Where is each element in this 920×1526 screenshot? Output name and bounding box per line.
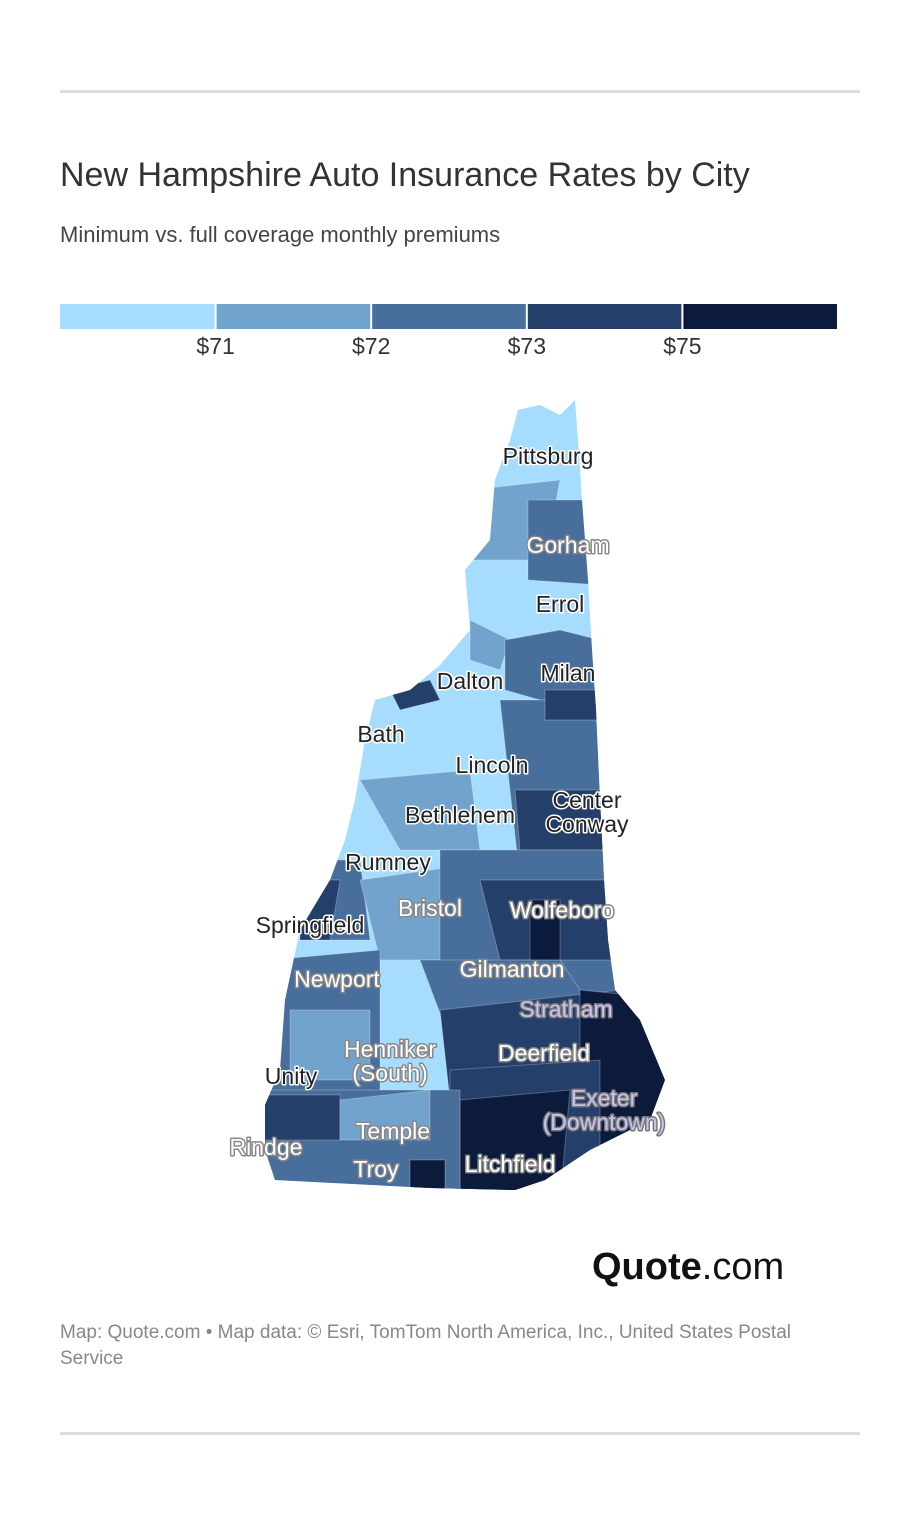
city-label: Bath [357,721,404,747]
city-label: Unity [265,1063,318,1089]
city-label: Gilmanton [460,956,565,982]
legend-label: $71 [196,333,234,359]
city-label: Conway [545,811,629,837]
legend-swatch [216,304,371,329]
legend-label: $73 [508,333,546,359]
legend: $71 $72 $73 $75 [60,304,837,359]
city-label: Errol [536,591,585,617]
footer: Map: Quote.com • Map data: © Esri, TomTo… [60,1322,791,1369]
region [339,1089,431,1141]
logo-suffix: .com [701,1246,785,1288]
region [289,1009,371,1081]
city-label: Troy [353,1156,399,1182]
subtitle: Minimum vs. full coverage monthly premiu… [60,222,501,247]
title: New Hampshire Auto Insurance Rates by Ci… [60,156,750,194]
city-label: (Downtown) [543,1109,666,1135]
city-label: Rumney [345,849,431,875]
city-label: Rindge [230,1134,303,1160]
city-label: Bristol [398,895,462,921]
region [469,619,511,671]
city-label: Dalton [437,668,503,694]
city-label: Deerfield [498,1040,590,1066]
city-label: Henniker [344,1036,436,1062]
city-labels: Pittsburg Gorham Errol Milan Dalton Bath Linco… [228,442,667,1184]
city-label: Wolfeboro [510,897,614,923]
legend-swatch [60,304,215,329]
region [459,1089,571,1190]
logo: Quote.com [592,1246,784,1289]
legend-swatch [527,304,682,329]
legend-label: $75 [663,333,701,359]
city-label: Milan [541,660,596,686]
city-label: (South) [352,1060,427,1086]
city-label: Center [552,787,621,813]
city-label: Litchfield [465,1151,556,1177]
city-label: Pittsburg [503,443,594,469]
city-label: Exeter [571,1085,638,1111]
legend-swatch [372,304,526,329]
city-label: Springfield [256,912,365,938]
city-label: Temple [356,1118,430,1144]
city-label: Newport [294,966,380,992]
legend-label: $72 [352,333,390,359]
region [409,1159,446,1190]
map: $71 $72 $73 $75 Pittsburg Gorham Errol Milan Da… [60,304,837,1190]
bottom-rule [60,1432,860,1435]
city-label: Gorham [526,532,609,558]
region [544,689,601,721]
logo-name: Quote [592,1246,702,1288]
city-label: Stratham [519,996,612,1022]
legend-swatch [683,304,837,329]
city-label: Lincoln [456,752,529,778]
top-rule [60,90,860,93]
city-label: Bethlehem [405,802,515,828]
